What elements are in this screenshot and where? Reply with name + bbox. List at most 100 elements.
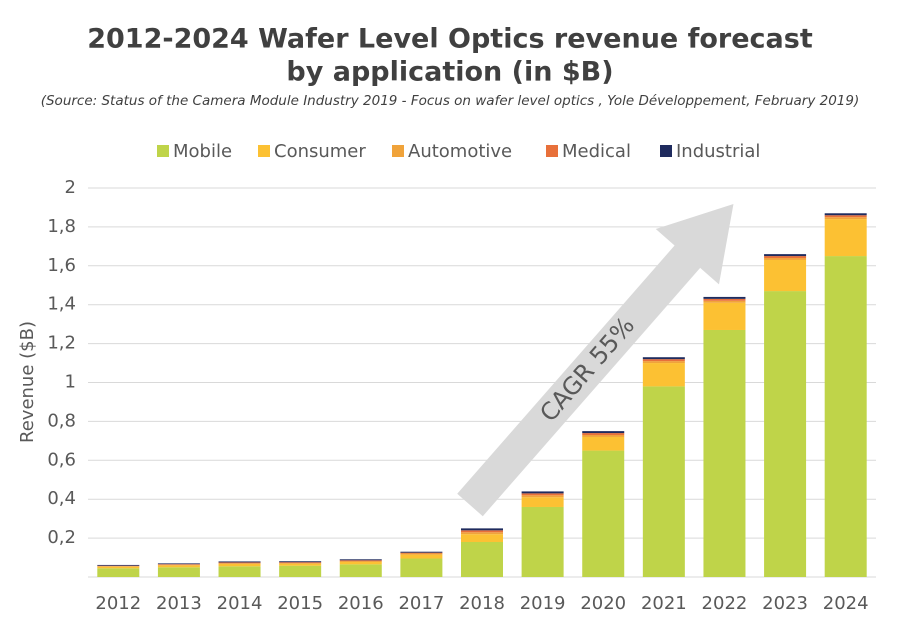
legend-swatch xyxy=(258,145,270,157)
y-axis-label: Revenue ($B) xyxy=(17,321,38,443)
bar-segment xyxy=(703,329,746,577)
y-tick-label: 0,8 xyxy=(47,410,76,431)
y-tick-label: 0,4 xyxy=(47,488,76,509)
bar-segment xyxy=(218,563,261,567)
bar-segment xyxy=(218,561,261,563)
bar-segment xyxy=(642,357,685,360)
y-tick-label: 1,6 xyxy=(47,255,76,276)
bar-segment xyxy=(339,562,382,565)
bar-segment xyxy=(582,433,625,436)
bar-segment xyxy=(218,562,261,564)
bar-segment xyxy=(279,565,322,577)
bar-segment xyxy=(461,541,503,577)
bar-segment xyxy=(703,300,746,303)
bar-segment xyxy=(582,436,625,451)
bar-segment xyxy=(279,562,322,564)
bar-segment xyxy=(582,431,625,434)
bar-segment xyxy=(582,435,625,437)
bar-segment xyxy=(703,302,746,330)
legend-swatch xyxy=(157,145,169,157)
bar-segment xyxy=(279,562,322,563)
bar-segment xyxy=(642,363,685,387)
y-tick-label: 0,6 xyxy=(47,449,76,470)
bar-segment xyxy=(764,259,807,292)
bar-segment xyxy=(218,566,261,577)
bar-segment xyxy=(764,258,807,260)
cagr-arrow xyxy=(457,204,734,517)
bar-segment xyxy=(824,256,867,577)
chart-subtitle: (Source: Status of the Camera Module Ind… xyxy=(41,93,860,109)
bar-segment xyxy=(824,217,867,220)
bar-segment xyxy=(521,495,564,498)
bar-segment xyxy=(339,560,382,562)
x-tick-label: 2020 xyxy=(580,593,626,614)
bar-segment xyxy=(824,219,867,257)
x-tick-label: 2012 xyxy=(95,593,141,614)
chart-title: 2012-2024 Wafer Level Optics revenue for… xyxy=(87,24,813,55)
bar-segment xyxy=(400,551,443,553)
x-tick-label: 2023 xyxy=(762,593,808,614)
bar-segment xyxy=(521,493,564,496)
x-tick-label: 2024 xyxy=(823,593,869,614)
bar-segment xyxy=(97,566,140,569)
bar-segment xyxy=(521,491,564,494)
x-tick-label: 2019 xyxy=(520,593,566,614)
legend-label: Automotive xyxy=(408,141,512,162)
bar-segment xyxy=(400,553,443,555)
y-tick-label: 0,2 xyxy=(47,527,76,548)
bar-segment xyxy=(764,256,807,259)
bar-segment xyxy=(157,567,200,577)
x-tick-label: 2013 xyxy=(156,593,202,614)
bar-segment xyxy=(461,530,503,533)
bar-segment xyxy=(461,532,503,535)
bar-segment xyxy=(824,215,867,218)
x-tick-label: 2014 xyxy=(217,593,263,614)
bar-segment xyxy=(461,534,503,542)
bar-segment xyxy=(218,563,261,564)
y-tick-label: 1,4 xyxy=(47,294,76,315)
bar-segment xyxy=(339,559,382,561)
bar-segment xyxy=(824,213,867,216)
bar-segment xyxy=(339,561,382,563)
bar-segment xyxy=(642,386,685,577)
x-tick-label: 2018 xyxy=(459,593,505,614)
bar-segment xyxy=(157,563,200,565)
bar-segment xyxy=(157,564,200,565)
bar-segment xyxy=(400,558,443,577)
bar-segment xyxy=(97,566,140,567)
bar-segment xyxy=(279,561,322,563)
legend-label: Medical xyxy=(562,141,631,162)
bar-segment xyxy=(157,565,200,568)
x-tick-label: 2022 xyxy=(702,593,748,614)
bar-segment xyxy=(461,528,503,531)
bar-segment xyxy=(97,564,140,566)
bar-segment xyxy=(339,564,382,577)
legend-label: Consumer xyxy=(274,141,366,162)
bar-segment xyxy=(400,554,443,559)
bar-segment xyxy=(157,564,200,566)
legend-swatch xyxy=(546,145,558,157)
bar-segment xyxy=(279,563,322,566)
chart-title: by application (in $B) xyxy=(286,57,613,88)
bar-segment xyxy=(642,361,685,364)
legend-label: Mobile xyxy=(173,141,232,162)
y-tick-label: 1,8 xyxy=(47,216,76,237)
x-tick-label: 2016 xyxy=(338,593,384,614)
x-tick-label: 2021 xyxy=(641,593,687,614)
bar-segment xyxy=(703,296,746,299)
bar-segment xyxy=(764,291,807,577)
bar-segment xyxy=(521,497,564,507)
bar-segment xyxy=(703,298,746,301)
legend-swatch xyxy=(660,145,672,157)
x-tick-label: 2015 xyxy=(277,593,323,614)
x-tick-label: 2017 xyxy=(398,593,444,614)
annotation: CAGR 55% xyxy=(534,311,640,427)
legend-swatch xyxy=(392,145,404,157)
bar-segment xyxy=(642,359,685,362)
bar-segment xyxy=(764,254,807,257)
bar-segment xyxy=(400,552,443,554)
bar-segment xyxy=(521,506,564,577)
legend-label: Industrial xyxy=(676,141,760,162)
y-tick-label: 2 xyxy=(65,177,76,198)
